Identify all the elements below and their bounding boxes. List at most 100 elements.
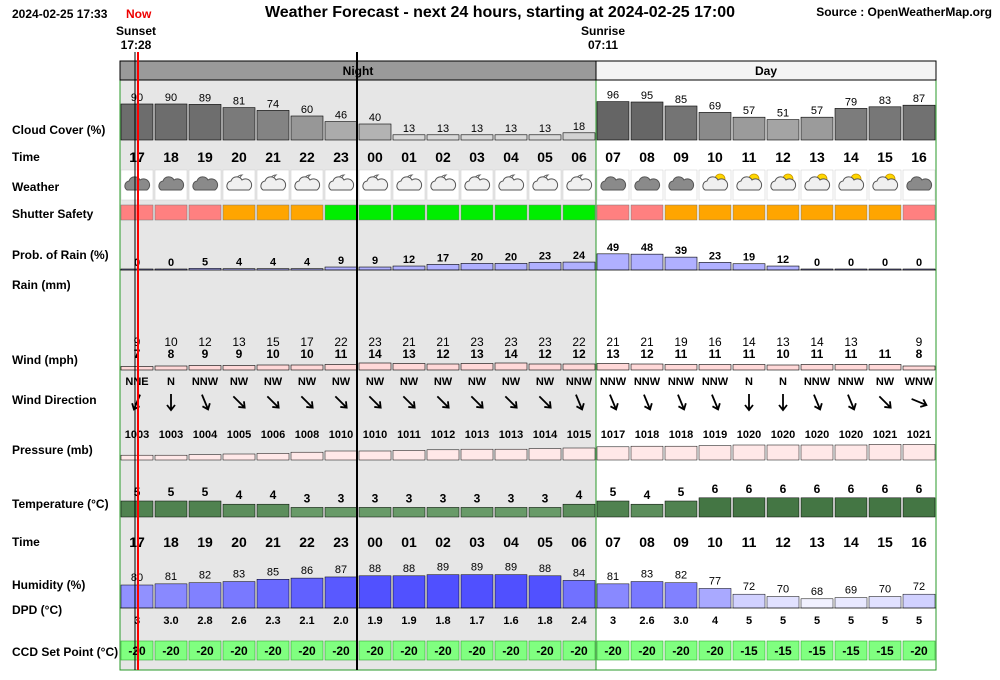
cloud-cover-bar xyxy=(868,106,902,141)
time-label: 13 xyxy=(809,149,825,165)
time-label: 23 xyxy=(333,149,349,165)
cloud-cover-bar xyxy=(834,108,868,141)
pressure-bar xyxy=(154,454,188,461)
ccd-set-point-value: -20 xyxy=(230,644,248,658)
time-label: 22 xyxy=(299,149,315,165)
row-label-shutter-safety: Shutter Safety xyxy=(12,207,94,221)
cloud-icon xyxy=(498,176,525,191)
rain-probability-value: 4 xyxy=(304,257,311,269)
wind-gust-value: 22 xyxy=(334,335,348,349)
pressure-value: 1019 xyxy=(703,429,727,441)
temperature-value: 4 xyxy=(236,488,243,502)
wind-arrow-icon xyxy=(575,394,585,411)
humidity-value: 72 xyxy=(913,581,925,593)
wind-speed-value: 10 xyxy=(776,347,790,361)
time-label-2: 12 xyxy=(775,534,791,550)
wind-bar xyxy=(256,364,290,371)
ccd-set-point-value: -20 xyxy=(604,644,622,658)
dpd-value: 2.8 xyxy=(197,615,212,627)
ccd-set-point-cell xyxy=(698,640,732,661)
rain-probability-bar xyxy=(732,263,766,271)
temperature-bar xyxy=(562,503,596,518)
row-label-time-2: Time xyxy=(12,535,40,549)
wind-speed-value: 11 xyxy=(743,347,756,361)
temperature-value: 6 xyxy=(780,482,787,496)
wind-speed-value: 8 xyxy=(168,347,175,361)
cloud-icon xyxy=(192,176,219,191)
pressure-bar xyxy=(324,450,358,461)
temperature-value: 3 xyxy=(542,491,549,505)
wind-speed-value: 10 xyxy=(300,347,314,361)
shutter-safety-cell xyxy=(902,204,936,221)
pressure-value: 1014 xyxy=(533,429,558,441)
rain-probability-value: 17 xyxy=(437,252,449,264)
shutter-safety-cell xyxy=(290,204,324,221)
wind-bar xyxy=(494,362,528,371)
dpd-value: 5 xyxy=(916,615,922,627)
humidity-value: 82 xyxy=(199,570,211,582)
pressure-bar xyxy=(290,451,324,461)
dpd-value: 1.8 xyxy=(537,615,552,627)
rain-probability-bar xyxy=(494,263,528,271)
cloud-cover-value: 13 xyxy=(437,123,449,135)
row-label-ccd-set-point: CCD Set Point (°C) xyxy=(12,645,119,659)
ccd-set-point-cell xyxy=(800,640,834,661)
wind-bar xyxy=(528,363,562,371)
temperature-bar xyxy=(188,500,222,518)
pressure-bar xyxy=(494,448,528,461)
cloud-cover-value: 74 xyxy=(267,98,279,110)
time-label: 06 xyxy=(571,149,587,165)
shutter-safety-cell xyxy=(426,204,460,221)
humidity-value: 83 xyxy=(233,569,245,581)
cloud-cover-value: 83 xyxy=(879,95,891,107)
shutter-safety-cell xyxy=(698,204,732,221)
row-label-dpd: DPD (°C) xyxy=(12,603,63,617)
dpd-value: 5 xyxy=(746,615,752,627)
time-label: 16 xyxy=(911,149,927,165)
dpd-value: 1.8 xyxy=(435,615,450,627)
humidity-bar xyxy=(868,596,902,609)
wind-arrow-icon xyxy=(504,395,518,409)
ccd-set-point-cell xyxy=(902,640,936,661)
rain-probability-value: 0 xyxy=(814,257,820,269)
time-label-2: 03 xyxy=(469,534,485,550)
ccd-set-point-value: -20 xyxy=(400,644,418,658)
ccd-set-point-cell xyxy=(222,640,256,661)
wind-speed-value: 9 xyxy=(202,347,209,361)
wind-gust-value: 23 xyxy=(538,335,552,349)
humidity-bar xyxy=(528,575,562,609)
ccd-set-point-value: -15 xyxy=(876,644,894,658)
wind-bar xyxy=(664,364,698,371)
rain-probability-value: 23 xyxy=(539,250,551,262)
rain-probability-value: 0 xyxy=(916,257,922,269)
dpd-value: 2.6 xyxy=(231,615,246,627)
wind-gust-value: 14 xyxy=(742,335,756,349)
time-label-2: 14 xyxy=(843,534,859,550)
dpd-value: 1.6 xyxy=(503,615,518,627)
ccd-set-point-value: -15 xyxy=(740,644,758,658)
row-label-humidity: Humidity (%) xyxy=(12,578,86,592)
wind-direction-label: N xyxy=(167,376,175,388)
humidity-value: 88 xyxy=(369,563,381,575)
row-label-wind-direction: Wind Direction xyxy=(12,393,97,407)
time-label-2: 20 xyxy=(231,534,247,550)
time-label-2: 10 xyxy=(707,534,723,550)
wind-speed-value: 13 xyxy=(402,347,416,361)
ccd-set-point-cell xyxy=(426,640,460,661)
wind-speed-value: 12 xyxy=(538,347,552,361)
rain-probability-value: 19 xyxy=(743,252,755,264)
shutter-safety-cell xyxy=(732,204,766,221)
wind-direction-label: NW xyxy=(502,376,521,388)
rain-probability-bar xyxy=(562,261,596,271)
rain-probability-value: 9 xyxy=(338,255,344,267)
wind-gust-value: 23 xyxy=(470,335,484,349)
cloud-cover-value: 13 xyxy=(539,123,551,135)
cloud-icon xyxy=(260,176,287,191)
pressure-bar xyxy=(562,447,596,461)
cloud-cover-value: 18 xyxy=(573,121,585,133)
temperature-value: 6 xyxy=(746,482,753,496)
humidity-value: 88 xyxy=(539,563,551,575)
wind-gust-value: 21 xyxy=(436,335,450,349)
cloud-cover-value: 90 xyxy=(165,92,177,104)
wind-bar xyxy=(460,363,494,371)
